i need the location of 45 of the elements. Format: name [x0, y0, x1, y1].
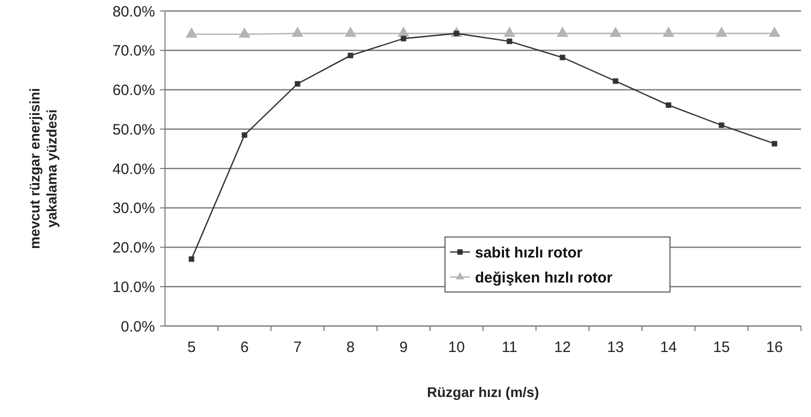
x-axis-title: Rüzgar hızı (m/s) [426, 384, 540, 400]
x-tick-label: 5 [187, 339, 196, 356]
point [504, 26, 516, 37]
point [556, 26, 568, 37]
point [344, 26, 356, 37]
y-axis-title: mevcut rüzgar enerjisini yakalama yüzdesi [26, 88, 60, 250]
point [292, 26, 304, 37]
point [768, 26, 780, 37]
point [560, 54, 566, 60]
x-tick-label: 16 [766, 339, 783, 356]
x-tick-label: 15 [713, 339, 730, 356]
x-tick-label: 13 [607, 339, 624, 356]
legend-label: değişken hızlı rotor [475, 269, 613, 286]
y-tick-label: 10.0% [112, 278, 155, 296]
point [242, 132, 248, 138]
y-tick-label: 40.0% [112, 160, 155, 178]
x-tick-label: 9 [399, 339, 408, 356]
point [772, 140, 778, 146]
point [238, 27, 250, 38]
x-tick-label: 11 [502, 339, 518, 356]
y-tick-label: 30.0% [112, 200, 155, 218]
x-tick-label: 6 [240, 339, 249, 356]
point [612, 78, 618, 84]
x-tick-label: 7 [293, 339, 302, 356]
x-tick-label: 14 [660, 339, 677, 356]
point [662, 26, 674, 37]
point [506, 38, 512, 44]
point [400, 36, 406, 42]
point [186, 27, 198, 38]
x-tick-label: 10 [448, 339, 465, 356]
x-tick-label: 12 [554, 339, 571, 356]
y-tick-label: 20.0% [112, 240, 155, 256]
y-tick-label: 80.0% [112, 3, 155, 20]
y-tick-label: 50.0% [112, 121, 155, 138]
point [294, 81, 300, 87]
x-tick-label: 8 [346, 339, 355, 356]
y-tick-label: 0.0% [120, 318, 155, 336]
legend-label: sabit hızlı rotor [475, 244, 583, 262]
point [398, 26, 410, 37]
y-tick-label: 60.0% [112, 82, 155, 99]
point [666, 102, 672, 108]
point [716, 26, 728, 37]
point [610, 26, 622, 37]
point [718, 122, 724, 128]
y-tick-label: 70.0% [112, 42, 155, 60]
